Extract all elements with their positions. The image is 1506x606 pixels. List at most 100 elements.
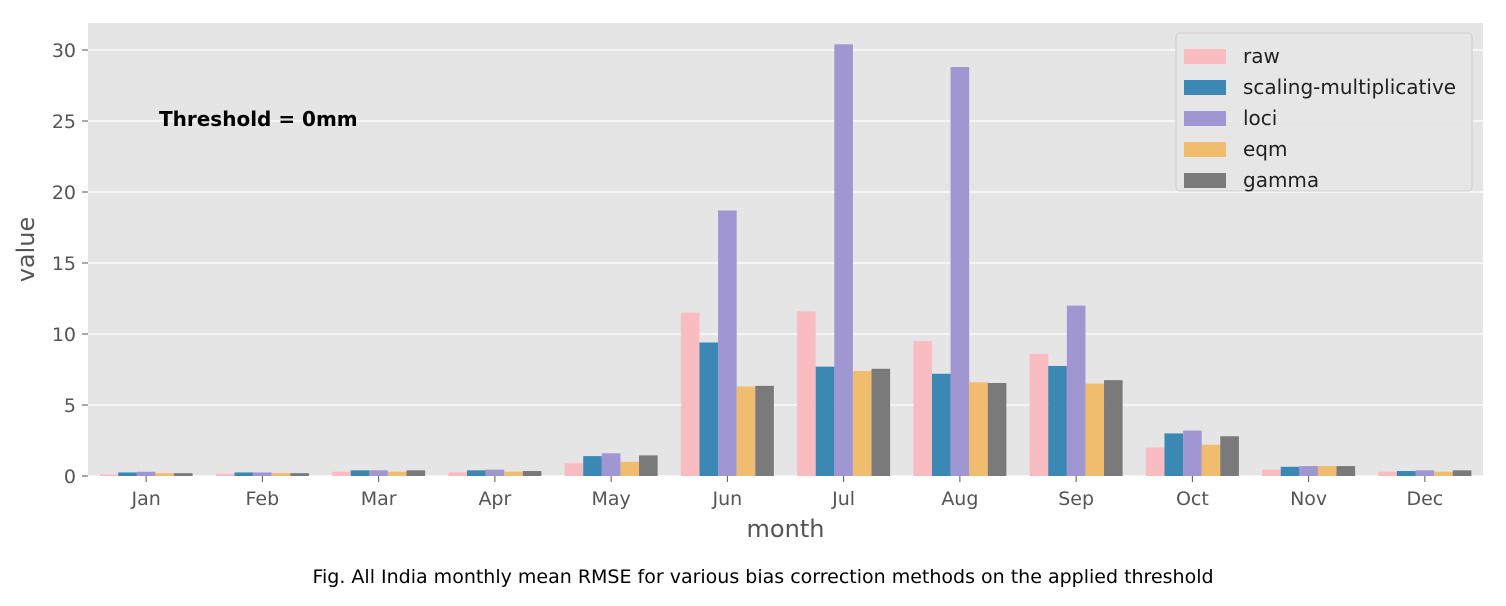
bar-gamma-Aug bbox=[987, 382, 1007, 476]
bar-loci-Aug bbox=[950, 67, 970, 476]
bar-gamma-Oct bbox=[1220, 436, 1239, 476]
bar-scaling-multiplicative-Dec bbox=[1396, 471, 1416, 476]
bar-scaling-multiplicative-Apr bbox=[466, 470, 486, 476]
x-tick-label: Sep bbox=[1058, 488, 1094, 510]
bar-eqm-Feb bbox=[271, 473, 291, 476]
bar-eqm-Aug bbox=[969, 382, 988, 476]
y-tick-label: 30 bbox=[52, 40, 76, 62]
y-axis-title: value bbox=[12, 217, 40, 283]
bar-loci-Sep bbox=[1066, 305, 1086, 476]
bar-raw-Jul bbox=[797, 311, 816, 476]
bar-scaling-multiplicative-Feb bbox=[234, 472, 254, 476]
x-tick-label: Nov bbox=[1290, 488, 1327, 510]
bar-raw-Sep bbox=[1029, 353, 1049, 476]
legend-swatch-loci bbox=[1184, 111, 1226, 126]
bar-gamma-Jul bbox=[871, 368, 891, 476]
bar-loci-Feb bbox=[253, 472, 272, 476]
bar-scaling-multiplicative-May bbox=[583, 456, 602, 476]
x-tick-label: Jan bbox=[130, 488, 160, 510]
bar-scaling-multiplicative-Nov bbox=[1280, 466, 1300, 476]
legend: raw scaling-multiplicative loci eqm gamma bbox=[1175, 32, 1473, 192]
bar-gamma-Jun bbox=[755, 385, 774, 476]
bar-gamma-Dec bbox=[1452, 470, 1472, 476]
legend-label-raw: raw bbox=[1243, 44, 1280, 68]
y-tick-label: 25 bbox=[52, 111, 76, 133]
y-tick-label: 10 bbox=[52, 324, 76, 346]
bar-eqm-May bbox=[620, 461, 640, 476]
legend-label-loci: loci bbox=[1243, 106, 1277, 130]
bar-loci-Jul bbox=[834, 44, 853, 477]
x-axis-title: month bbox=[747, 515, 825, 543]
bar-loci-Mar bbox=[369, 470, 388, 476]
bar-loci-Dec bbox=[1415, 470, 1435, 476]
x-tick-label: Jul bbox=[831, 488, 855, 510]
bar-eqm-Sep bbox=[1085, 383, 1105, 476]
bar-gamma-Nov bbox=[1336, 466, 1356, 476]
bar-gamma-Apr bbox=[522, 471, 542, 476]
figure-caption: Fig. All India monthly mean RMSE for var… bbox=[312, 566, 1214, 588]
bar-scaling-multiplicative-Oct bbox=[1164, 433, 1184, 476]
x-tick-label: Apr bbox=[478, 488, 511, 510]
y-tick-label: 5 bbox=[64, 395, 76, 417]
bar-scaling-multiplicative-Jul bbox=[815, 366, 835, 476]
bar-raw-Nov bbox=[1262, 469, 1281, 476]
bar-gamma-Mar bbox=[406, 470, 426, 476]
x-tick-label: Mar bbox=[361, 488, 397, 510]
bar-raw-Feb bbox=[215, 473, 235, 476]
legend-box bbox=[1175, 32, 1473, 192]
bar-eqm-Nov bbox=[1317, 466, 1337, 476]
bar-loci-Jan bbox=[136, 471, 156, 476]
bar-loci-May bbox=[601, 453, 621, 476]
x-tick-label: Dec bbox=[1406, 488, 1443, 510]
threshold-annotation: Threshold = 0mm bbox=[159, 107, 358, 131]
x-tick-label: Jun bbox=[712, 488, 743, 510]
bar-raw-Aug bbox=[913, 341, 932, 476]
x-tick-label: Oct bbox=[1176, 488, 1209, 510]
bar-raw-Oct bbox=[1145, 447, 1165, 476]
bar-scaling-multiplicative-Mar bbox=[350, 470, 370, 476]
bar-eqm-Apr bbox=[504, 471, 523, 476]
bars bbox=[99, 44, 1472, 477]
bar-eqm-Mar bbox=[387, 471, 407, 476]
x-tick-label: Feb bbox=[246, 488, 280, 510]
bar-raw-Jun bbox=[680, 312, 700, 476]
x-axis-ticks: Jan Feb Mar Apr May Jun Jul Aug Sep Oct Nov Dec bbox=[130, 476, 1443, 510]
bar-loci-Nov bbox=[1299, 466, 1318, 476]
legend-label-scaling-multiplicative: scaling-multiplicative bbox=[1243, 75, 1456, 99]
bar-loci-Jun bbox=[718, 210, 737, 476]
bar-eqm-Jun bbox=[736, 386, 756, 476]
y-axis-ticks: 0 5 10 15 20 25 30 bbox=[52, 40, 88, 488]
bar-loci-Oct bbox=[1183, 430, 1202, 476]
legend-swatch-eqm bbox=[1184, 142, 1226, 157]
bar-raw-Mar bbox=[332, 471, 351, 476]
bar-raw-May bbox=[564, 463, 584, 476]
y-tick-label: 0 bbox=[64, 466, 76, 488]
bar-scaling-multiplicative-Sep bbox=[1048, 365, 1067, 476]
bar-gamma-Jan bbox=[174, 473, 193, 476]
bar-raw-Apr bbox=[448, 472, 467, 476]
bar-gamma-May bbox=[639, 455, 658, 476]
bar-eqm-Oct bbox=[1201, 444, 1221, 476]
legend-swatch-scaling-multiplicative bbox=[1184, 80, 1226, 95]
bar-eqm-Jul bbox=[852, 370, 872, 476]
bar-gamma-Feb bbox=[290, 473, 309, 476]
bar-eqm-Jan bbox=[155, 473, 175, 476]
legend-label-gamma: gamma bbox=[1243, 168, 1319, 192]
legend-swatch-raw bbox=[1184, 49, 1226, 64]
bar-gamma-Sep bbox=[1104, 380, 1123, 476]
y-tick-label: 20 bbox=[52, 182, 76, 204]
y-tick-label: 15 bbox=[52, 253, 76, 275]
bar-scaling-multiplicative-Jan bbox=[118, 472, 137, 476]
bar-scaling-multiplicative-Aug bbox=[931, 373, 951, 476]
legend-swatch-gamma bbox=[1184, 173, 1226, 188]
bar-raw-Jan bbox=[99, 474, 119, 476]
x-tick-label: Aug bbox=[941, 488, 978, 510]
bar-eqm-Dec bbox=[1434, 471, 1453, 476]
bar-scaling-multiplicative-Jun bbox=[699, 342, 719, 476]
bar-loci-Apr bbox=[485, 469, 505, 476]
bar-raw-Dec bbox=[1378, 471, 1397, 476]
x-tick-label: May bbox=[591, 488, 630, 510]
legend-label-eqm: eqm bbox=[1243, 137, 1287, 161]
bar-chart: 0 5 10 15 20 25 30 Jan Feb Mar Apr May Jun Jul Aug Sep… bbox=[12, 23, 1483, 543]
